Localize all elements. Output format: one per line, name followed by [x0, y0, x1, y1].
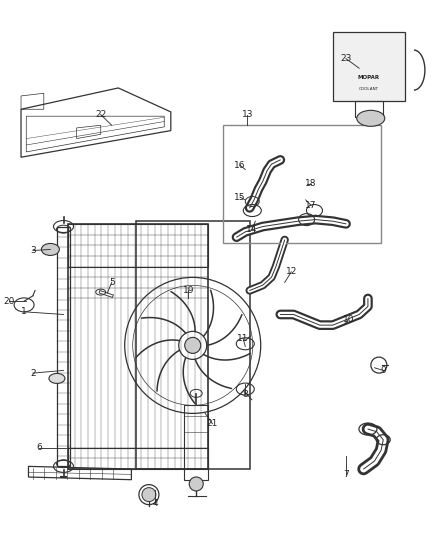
- Text: 11: 11: [237, 334, 249, 343]
- Text: 21: 21: [207, 419, 218, 428]
- Text: 9: 9: [380, 366, 386, 375]
- Text: 3: 3: [30, 246, 36, 255]
- Text: 1: 1: [21, 308, 27, 316]
- Text: 22: 22: [95, 110, 106, 119]
- Text: MOPAR: MOPAR: [358, 75, 380, 79]
- Ellipse shape: [357, 110, 385, 126]
- Ellipse shape: [49, 374, 65, 383]
- Bar: [57, 227, 70, 466]
- Text: 6: 6: [36, 443, 42, 452]
- Bar: [136, 221, 250, 469]
- Text: 17: 17: [305, 201, 317, 209]
- Bar: [354, 101, 384, 117]
- Text: 20: 20: [3, 297, 14, 305]
- Circle shape: [185, 337, 201, 353]
- Ellipse shape: [41, 244, 60, 255]
- Text: 10: 10: [343, 316, 354, 324]
- Text: 7: 7: [343, 470, 349, 479]
- Text: 19: 19: [183, 286, 194, 295]
- Bar: [68, 448, 208, 469]
- Text: 4: 4: [153, 499, 158, 508]
- Text: 15: 15: [234, 193, 246, 201]
- Bar: [184, 405, 208, 480]
- Bar: [333, 32, 405, 101]
- Text: 23: 23: [340, 54, 352, 63]
- Text: 14: 14: [246, 225, 258, 233]
- Text: 18: 18: [305, 180, 317, 188]
- Text: 12: 12: [286, 268, 297, 276]
- Circle shape: [142, 488, 156, 502]
- Bar: [223, 125, 381, 243]
- Bar: [68, 224, 208, 469]
- Text: 16: 16: [234, 161, 246, 169]
- Bar: [68, 224, 208, 266]
- Text: 5: 5: [109, 278, 115, 287]
- Text: 8: 8: [242, 390, 248, 399]
- Text: 2: 2: [30, 369, 35, 377]
- Text: COOLANT: COOLANT: [359, 87, 379, 91]
- Text: 13: 13: [242, 110, 253, 119]
- Circle shape: [189, 477, 203, 491]
